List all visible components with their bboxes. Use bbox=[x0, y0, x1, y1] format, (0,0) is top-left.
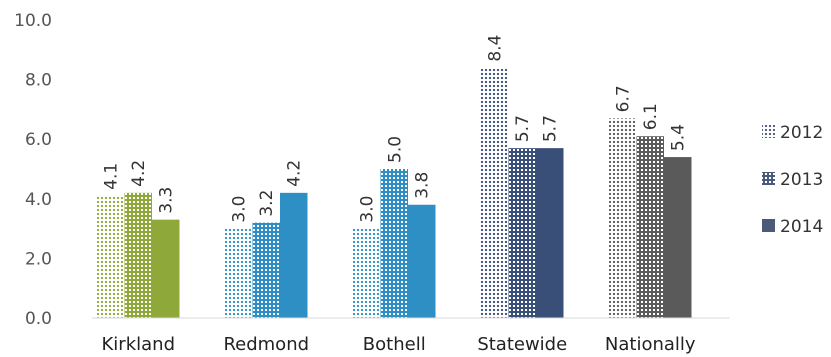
category-label: Bothell bbox=[363, 334, 426, 355]
value-label: 5.7 bbox=[513, 115, 533, 142]
value-label: 3.0 bbox=[358, 196, 378, 223]
category-label: Nationally bbox=[605, 334, 696, 355]
value-label: 3.0 bbox=[230, 196, 250, 223]
value-label: 3.2 bbox=[257, 190, 277, 217]
y-tick-label: 10.0 bbox=[14, 11, 52, 31]
y-tick-label: 0.0 bbox=[25, 309, 52, 329]
legend-label: 2014 bbox=[780, 217, 823, 237]
legend-swatch bbox=[762, 125, 775, 138]
y-tick-label: 6.0 bbox=[25, 130, 52, 150]
bar-nationally-2012 bbox=[609, 118, 637, 318]
bars bbox=[97, 67, 692, 319]
bar-statewide-2013 bbox=[508, 148, 536, 318]
value-label: 8.4 bbox=[486, 35, 506, 62]
value-label: 6.7 bbox=[614, 85, 634, 112]
value-label: 5.4 bbox=[669, 124, 689, 151]
category-label: Redmond bbox=[223, 334, 309, 355]
bar-statewide-2012 bbox=[481, 67, 509, 319]
value-label: 4.2 bbox=[129, 160, 149, 187]
value-labels: 4.1 4.2 3.3 3.0 3.2 4.2 3.0 5.0 3.8 8.4 5.7 5.7 6.7 6… bbox=[102, 35, 689, 223]
bar-bothell-2014 bbox=[408, 204, 436, 318]
bar-bothell-2012 bbox=[353, 228, 381, 318]
y-tick-label: 8.0 bbox=[25, 71, 52, 91]
bar-redmond-2014 bbox=[280, 192, 308, 318]
value-label: 3.8 bbox=[413, 172, 433, 199]
y-axis: 0.0 2.0 4.0 6.0 8.0 10.0 bbox=[14, 11, 52, 329]
bar-kirkland-2014 bbox=[152, 219, 180, 318]
value-label: 5.7 bbox=[541, 115, 561, 142]
bar-bothell-2013 bbox=[380, 169, 408, 318]
y-tick-label: 4.0 bbox=[25, 190, 52, 210]
value-label: 4.1 bbox=[102, 163, 122, 190]
legend-label: 2013 bbox=[780, 170, 823, 190]
category-label: Statewide bbox=[477, 334, 567, 355]
bar-nationally-2014 bbox=[664, 157, 692, 318]
y-tick-label: 2.0 bbox=[25, 249, 52, 269]
bar-kirkland-2013 bbox=[124, 192, 152, 318]
category-label: Kirkland bbox=[102, 334, 176, 355]
bar-redmond-2013 bbox=[252, 222, 280, 318]
legend: 2012 2013 2014 bbox=[762, 123, 823, 237]
value-label: 6.1 bbox=[641, 103, 661, 130]
legend-swatch bbox=[762, 219, 775, 232]
legend-label: 2012 bbox=[780, 123, 823, 143]
bar-nationally-2013 bbox=[636, 136, 664, 318]
value-label: 4.2 bbox=[285, 160, 305, 187]
bar-statewide-2014 bbox=[536, 148, 564, 318]
bar-kirkland-2012 bbox=[97, 195, 125, 318]
value-label: 5.0 bbox=[385, 136, 405, 163]
legend-swatch bbox=[762, 172, 775, 185]
value-label: 3.3 bbox=[157, 187, 177, 214]
bar-redmond-2012 bbox=[225, 228, 253, 318]
x-axis: Kirkland Redmond Bothell Statewide Nationall… bbox=[92, 317, 730, 355]
